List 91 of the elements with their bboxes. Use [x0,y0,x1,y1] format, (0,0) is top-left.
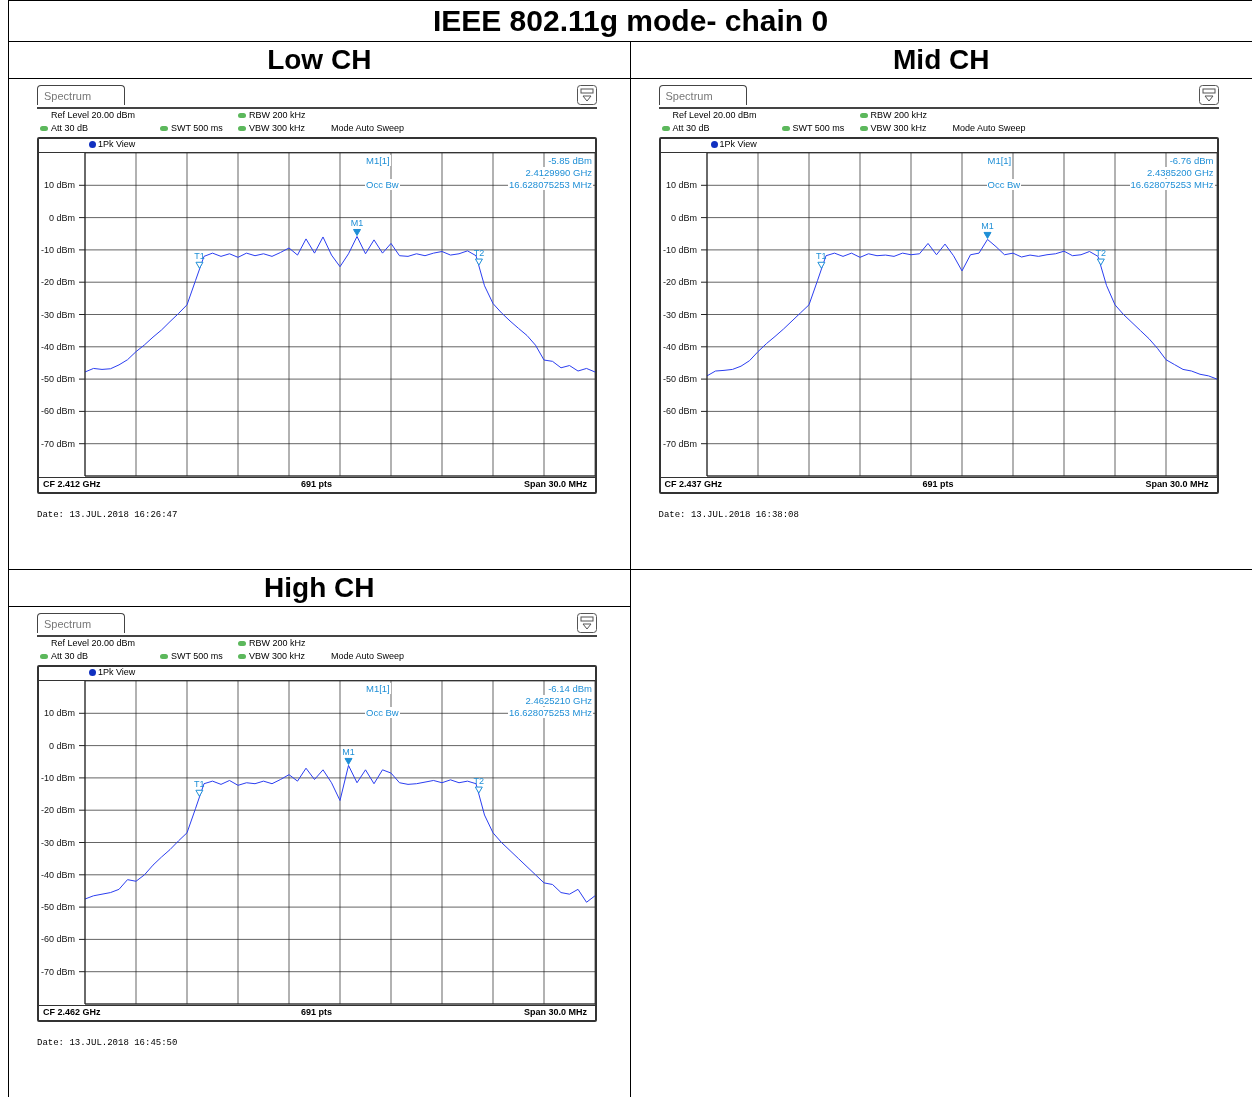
text: RBW 200 kHz [870,110,928,120]
y-tick-label: -30 dBm [662,309,697,320]
annotation: 2.4385200 GHz [1145,167,1215,178]
y-tick-label: 10 dBm [43,180,75,191]
text: SWT 500 ms [792,123,845,133]
text: VBW 300 kHz [249,123,306,133]
text: Ref Level 20.00 dBm [51,110,136,120]
annotation: M1 [342,747,355,758]
y-tick-label: 10 dBm [665,180,697,191]
annotation: 16.628075253 MHz [508,707,593,718]
text: Spectrum [37,85,125,105]
text: SWT 500 ms [171,123,223,133]
annotation: 2.4129990 GHz [524,167,593,178]
y-tick-label: -50 dBm [662,374,697,385]
y-tick-label: -50 dBm [40,374,75,385]
text: Att 30 dB [51,651,89,661]
text: 1Pk View [718,139,757,149]
annotation: M1[1] [365,683,391,694]
text: Spectrum [658,85,747,105]
y-tick-label: -70 dBm [40,966,75,977]
y-tick-label: -10 dBm [662,244,697,255]
text: Mode Auto Sweep [331,123,405,133]
chart-title: IEEE 802.11g mode- chain 0 [9,1,1252,42]
text: Span 30.0 MHz [523,1007,587,1017]
annotation: -5.85 dBm [547,155,593,166]
annotation: Occ Bw [986,179,1022,190]
text: Mode Auto Sweep [331,651,405,661]
annotation: M1 [350,218,364,229]
y-tick-label: -40 dBm [40,341,75,352]
annotation: Occ Bw [365,179,400,190]
y-tick-label: -60 dBm [40,934,75,945]
y-tick-label: -30 dBm [40,309,75,320]
text: VBW 300 kHz [870,123,927,133]
y-tick-label: -50 dBm [40,902,75,913]
y-tick-label: -60 dBm [40,406,75,417]
text: Spectrum [37,613,125,633]
annotation: 16.628075253 MHz [508,179,593,190]
y-tick-label: -70 dBm [40,438,75,449]
annotation: T2 [473,776,485,787]
y-tick-label: -10 dBm [40,772,75,783]
chart-subtitle: Low CH [9,42,630,79]
annotation: Occ Bw [365,707,400,718]
annotation: M1[1] [986,155,1013,166]
text: 691 pts [301,1007,333,1017]
text: SWT 500 ms [171,651,223,661]
chart-title: Mid CH [630,42,1252,79]
y-tick-label: 0 dBm [48,212,75,223]
text: 1Pk View [97,667,136,677]
y-tick-label: 0 dBm [48,740,75,751]
y-tick-label: -60 dBm [662,406,697,417]
annotation: T2 [1095,248,1106,259]
annotation: 16.628075253 MHz [1129,179,1215,190]
annotation: M1[1] [365,155,391,166]
text: CF 2.412 GHz [43,479,101,489]
y-tick-label: -20 dBm [662,277,697,288]
y-tick-label: -20 dBm [40,805,75,816]
annotation: M1 [980,221,994,232]
text: Att 30 dB [51,123,89,133]
text: RBW 200 kHz [249,110,306,120]
y-tick-label: -10 dBm [40,244,75,255]
text: Span 30.0 MHz [523,479,587,489]
text: CF 2.437 GHz [664,479,723,489]
y-tick-label: -30 dBm [40,837,75,848]
y-tick-label: -40 dBm [662,341,697,352]
y-tick-label: 0 dBm [670,212,697,223]
text: Ref Level 20.00 dBm [672,110,757,120]
annotation: T1 [815,251,827,262]
annotation: -6.14 dBm [547,683,593,694]
annotation: T2 [473,248,485,259]
annotation: T1 [194,779,205,790]
y-tick-label: -40 dBm [40,869,75,880]
text: CF 2.462 GHz [43,1007,101,1017]
annotation: T1 [194,251,205,262]
y-tick-label: -20 dBm [40,277,75,288]
y-tick-label: 10 dBm [43,708,75,719]
text: Date: 13.JUL.2018 16:38:08 [658,510,800,520]
annotation: 2.4625210 GHz [524,695,593,706]
y-tick-label: -70 dBm [662,438,697,449]
text: Date: 13.JUL.2018 16:45:50 [37,1038,179,1048]
text: Span 30.0 MHz [1145,479,1209,489]
text: 691 pts [301,479,333,489]
text: Att 30 dB [672,123,710,133]
annotation: -6.76 dBm [1168,155,1215,166]
text: Ref Level 20.00 dBm [51,638,136,648]
text: Date: 13.JUL.2018 16:26:47 [37,510,179,520]
text: Mode Auto Sweep [952,123,1026,133]
text: VBW 300 kHz [249,651,306,661]
text: 1Pk View [97,139,136,149]
chart-title: High CH [9,570,630,607]
text: 691 pts [922,479,954,489]
text: RBW 200 kHz [249,638,306,648]
